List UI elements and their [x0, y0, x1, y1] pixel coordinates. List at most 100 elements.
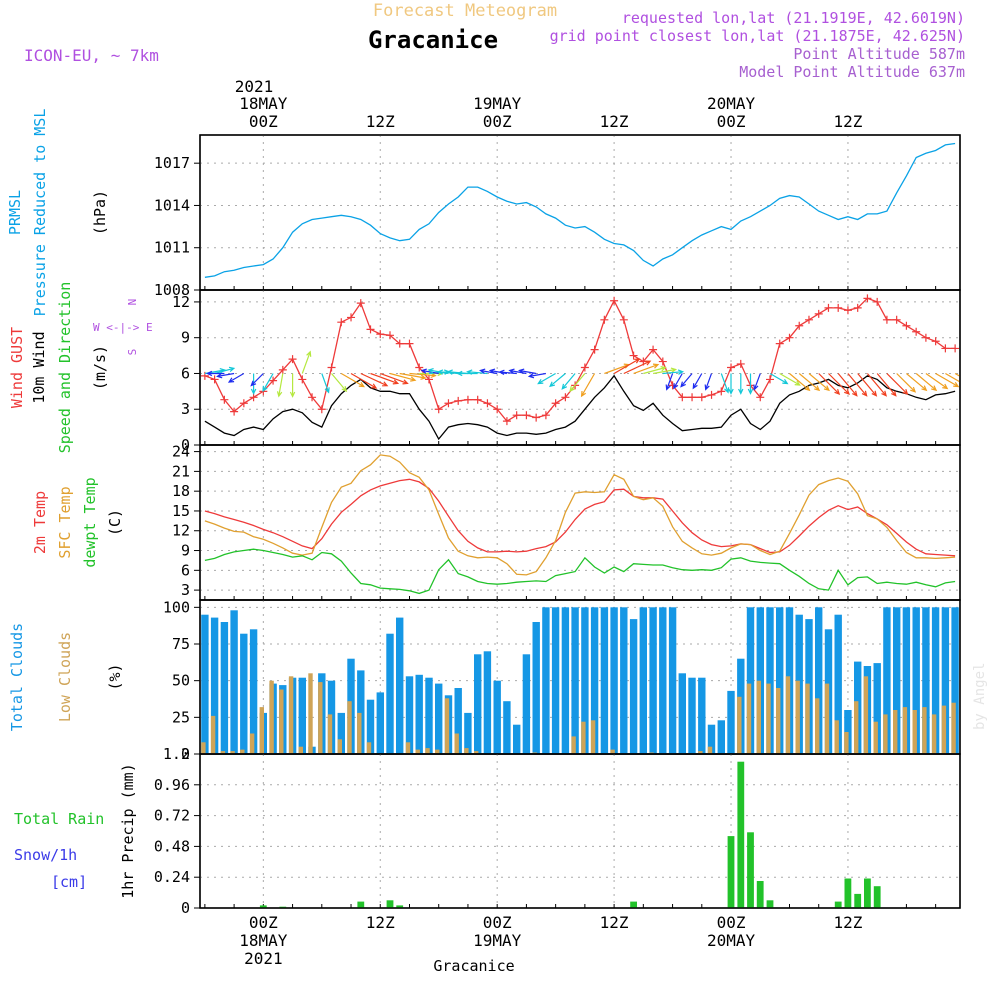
gust-point: [473, 395, 482, 404]
wind-arrow: [456, 370, 478, 377]
bar-rain: [357, 901, 365, 908]
bar-total-clouds: [571, 607, 579, 754]
bar-low-clouds: [951, 702, 956, 754]
time-label-bottom: 19MAY: [473, 931, 522, 950]
y-tick-label: 15: [172, 502, 190, 520]
time-label-top: 19MAY: [473, 94, 522, 113]
y-axis: 1008 1011 1014 1017: [154, 154, 937, 299]
gust-point: [532, 413, 541, 422]
wind-arrow: [527, 372, 547, 379]
bar-total-clouds: [386, 633, 394, 754]
time-label-top: 00Z: [483, 112, 512, 131]
panel-labels: PRMSL Pressure Reduced to MSL (hPa): [6, 109, 109, 317]
bar-low-clouds: [444, 698, 450, 754]
plot-area: [259, 761, 881, 908]
bar-low-clouds: [776, 688, 781, 754]
wind-arrow: [276, 373, 284, 398]
header-model: ICON-EU, ~ 7km: [24, 46, 159, 65]
bar-low-clouds: [298, 746, 303, 754]
panel-5: 0 0.24 0.48 0.72 0.96 1.2 Total Rain Snow/1h [cm…: [14, 745, 961, 917]
wind-arrow: [250, 373, 264, 387]
gust-point: [347, 313, 356, 322]
wind-arrow: [789, 373, 811, 392]
y-tick-label: 1011: [154, 239, 190, 257]
bar-total-clouds: [941, 607, 950, 754]
wind-arrow: [420, 368, 439, 375]
bar-total-clouds: [883, 607, 891, 754]
bar-total-clouds: [454, 688, 462, 754]
bar-low-clouds: [834, 720, 839, 754]
time-label-bottom: 12Z: [600, 913, 629, 932]
wind-arrow: [537, 372, 556, 385]
bar-rain: [844, 878, 852, 908]
wind-arrow: [498, 369, 517, 376]
bar-low-clouds: [746, 683, 752, 754]
y-tick-label: 3: [181, 581, 190, 599]
wind-arrow: [321, 373, 330, 394]
time-label-top: 12Z: [600, 112, 629, 131]
bar-total-clouds: [629, 619, 638, 754]
wind-arrow: [227, 372, 245, 383]
bar-total-clouds: [815, 607, 823, 754]
panel-label-snow-1h: Snow/1h: [14, 846, 77, 864]
wind-arrows: [204, 350, 960, 398]
bar-low-clouds: [824, 683, 830, 754]
bar-low-clouds: [210, 715, 216, 754]
wind-arrow: [380, 372, 409, 385]
plot-area: [204, 454, 956, 595]
plot-area: [201, 607, 959, 754]
wind-arrow: [301, 350, 312, 374]
bar-low-clouds: [922, 707, 927, 754]
y-tick-label: 21: [172, 462, 190, 480]
bar-low-clouds: [337, 739, 342, 754]
bar-low-clouds: [347, 701, 352, 754]
bar-total-clouds: [464, 712, 472, 754]
footer-station: Gracanice: [433, 957, 514, 975]
plot-area: [204, 142, 956, 278]
panel-label-prmsl: PRMSL: [6, 190, 24, 235]
bar-low-clouds: [590, 720, 596, 754]
gridlines: [200, 754, 960, 908]
series-line-10m-wind: [204, 374, 956, 441]
y-tick-label: 0: [181, 899, 190, 917]
bar-low-clouds: [844, 732, 849, 754]
bar-total-clouds: [951, 607, 959, 754]
gust-point: [921, 333, 930, 342]
bar-total-clouds: [493, 680, 501, 754]
bar-total-clouds: [707, 724, 716, 754]
time-label-bottom: 12Z: [833, 913, 862, 932]
wind-arrow: [925, 373, 949, 390]
panel-frame-top: [199, 444, 961, 601]
bar-low-clouds: [707, 746, 713, 754]
time-label-top: 00Z: [717, 112, 746, 131]
gust-point: [444, 399, 453, 408]
bar-low-clouds: [815, 698, 820, 754]
gust-point: [785, 333, 794, 342]
header-model-alt: Model Point Altitude 637m: [739, 63, 965, 81]
gust-point: [337, 318, 346, 327]
gust-point: [230, 407, 239, 416]
bar-low-clouds: [230, 751, 235, 754]
gust-point: [678, 393, 687, 402]
time-label-top: 18MAY: [239, 94, 288, 113]
gust-point: [376, 330, 385, 339]
gust-point: [463, 395, 472, 404]
y-tick-label: 9: [181, 542, 190, 560]
bar-low-clouds: [902, 707, 908, 754]
bar-low-clouds: [737, 696, 742, 754]
gust-point: [804, 315, 813, 324]
y-tick-label: 0.96: [154, 776, 190, 794]
wind-arrow: [954, 372, 960, 378]
gust-point: [697, 393, 706, 402]
gust-point: [220, 395, 229, 404]
gust-point: [766, 375, 774, 384]
y-tick-label: 3: [181, 400, 190, 418]
gust-point: [853, 303, 862, 312]
wind-arrow: [561, 373, 576, 390]
bar-total-clouds: [581, 607, 589, 754]
gust-point: [610, 296, 619, 305]
y-tick-label: 0: [181, 745, 190, 763]
wind-arrow: [828, 373, 850, 395]
wind-arrow: [692, 373, 703, 390]
